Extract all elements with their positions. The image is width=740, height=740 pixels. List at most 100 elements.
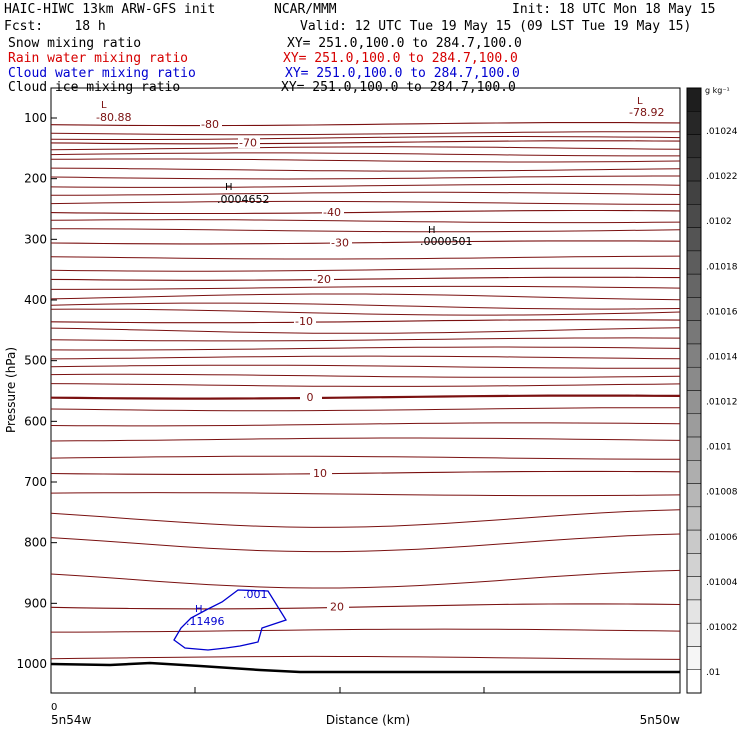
- isotherm: [50, 136, 681, 140]
- field-name-rain: Rain water mixing ratio: [8, 51, 189, 66]
- colorbar-segment: [686, 87, 702, 112]
- isotherm: [50, 373, 681, 378]
- colorbar-segment: [686, 180, 702, 205]
- surface-line: [50, 661, 680, 674]
- isotherm: [50, 152, 680, 157]
- isotherm: [50, 175, 680, 180]
- contour-label-bg: [294, 315, 316, 328]
- x-end-label: 5n50w: [640, 713, 681, 727]
- isotherm: [50, 183, 681, 188]
- colorbar-label: .01014: [706, 352, 738, 362]
- isotherm: [50, 146, 681, 151]
- contour-label-bg: [200, 118, 222, 131]
- field-name-cloud-water: Cloud water mixing ratio: [8, 66, 196, 81]
- isotherm: [50, 346, 681, 351]
- colorbar-segment: [686, 413, 702, 438]
- colorbar-segment: [686, 250, 702, 275]
- colorbar-unit: g kg⁻¹: [705, 86, 730, 95]
- contour-label: -80: [201, 118, 219, 131]
- contour-label-bg: [330, 236, 352, 249]
- isotherm: [50, 407, 680, 412]
- isotherm: [50, 509, 681, 528]
- colorbar-label: .01016: [706, 307, 738, 317]
- isotherm: [50, 364, 680, 369]
- isotherm--30: [50, 240, 681, 245]
- isotherm: [50, 293, 681, 301]
- y-tick-label: 200: [24, 172, 47, 186]
- isotherm: [50, 422, 681, 427]
- x-axis-title: Distance (km): [326, 713, 410, 727]
- isotherm: [50, 655, 681, 660]
- extremum-value: .0004652: [217, 193, 270, 206]
- contour-label: -20: [313, 273, 331, 286]
- extremum-marker: L: [637, 96, 643, 107]
- contour-label: 20: [330, 600, 344, 613]
- isotherm: [50, 131, 680, 136]
- colorbar-segment: [686, 204, 702, 228]
- isotherm: [50, 437, 681, 442]
- isotherm: [50, 219, 681, 224]
- extremum-value: .11496: [186, 615, 225, 628]
- contour-label-bg: [312, 272, 334, 285]
- extremum-value: .0000501: [420, 235, 473, 248]
- isotherm: [51, 628, 681, 633]
- y-tick-label: 300: [24, 232, 47, 246]
- extremum-value: -80.88: [96, 111, 131, 124]
- colorbar-segment: [686, 669, 702, 694]
- isotherm--10: [50, 319, 681, 324]
- isotherm--40: [50, 209, 681, 215]
- colorbar-segment: [686, 390, 702, 415]
- colorbar-label: .01022: [706, 172, 738, 182]
- center-title: NCAR/MMM: [274, 2, 337, 17]
- y-tick-label: 400: [24, 293, 47, 307]
- isotherm: [50, 327, 681, 334]
- forecast-hour: Fcst: 18 h: [4, 19, 106, 34]
- contour-label-bg: [300, 391, 322, 404]
- colorbar-label: .01004: [706, 578, 738, 588]
- isotherm: [50, 383, 681, 387]
- y-tick-label: 500: [24, 354, 47, 368]
- contour-label-bg: [322, 206, 344, 219]
- extremum-marker: H: [428, 225, 436, 236]
- colorbar-segment: [686, 320, 702, 345]
- y-tick-label: 900: [24, 596, 47, 610]
- isotherm-20: [50, 603, 681, 610]
- isotherm: [50, 492, 681, 497]
- colorbar-segment: [686, 646, 702, 670]
- isotherm-10: [50, 470, 681, 475]
- colorbar-label: .01006: [706, 533, 738, 543]
- y-tick-label: 600: [24, 414, 47, 428]
- contour-label: -30: [331, 236, 349, 249]
- colorbar-label: .0102: [706, 217, 732, 227]
- colorbar-segment: [686, 622, 702, 647]
- isotherm: [50, 267, 681, 272]
- colorbar-label: .01024: [706, 127, 738, 137]
- colorbar-label: .01012: [706, 398, 738, 408]
- isotherm: [50, 569, 681, 589]
- colorbar-segment: [686, 366, 702, 391]
- init-time: Init: 18 UTC Mon 18 May 15: [512, 2, 716, 17]
- colorbar-segment: [686, 553, 702, 577]
- colorbar-segment: [686, 436, 702, 461]
- y-tick-label: 700: [24, 475, 47, 489]
- left-title: HAIC-HIWC 13km ARW-GFS init: [4, 2, 216, 17]
- isotherm: [50, 158, 681, 163]
- colorbar-segment: [686, 599, 702, 624]
- y-tick-label: 100: [24, 111, 47, 125]
- field-name-snow: Snow mixing ratio: [8, 36, 142, 51]
- isotherm: [50, 455, 680, 460]
- colorbar-segment: [686, 134, 702, 159]
- contour-label-bg: [238, 136, 260, 149]
- colorbar-segment: [686, 506, 702, 531]
- colorbar-segment: [686, 460, 702, 484]
- colorbar-label: .01008: [706, 488, 738, 498]
- isotherm--70: [50, 140, 681, 145]
- colorbar-label: .01018: [706, 262, 738, 272]
- extremum-marker: L: [101, 100, 107, 111]
- field-xy-rain: XY= 251.0,100.0 to 284.7,100.0: [283, 51, 518, 66]
- field-xy-snow: XY= 251.0,100.0 to 284.7,100.0: [287, 36, 522, 51]
- x-start-label: 5n54w: [51, 713, 92, 727]
- colorbar-segment: [686, 297, 702, 321]
- colorbar-segment: [686, 273, 702, 298]
